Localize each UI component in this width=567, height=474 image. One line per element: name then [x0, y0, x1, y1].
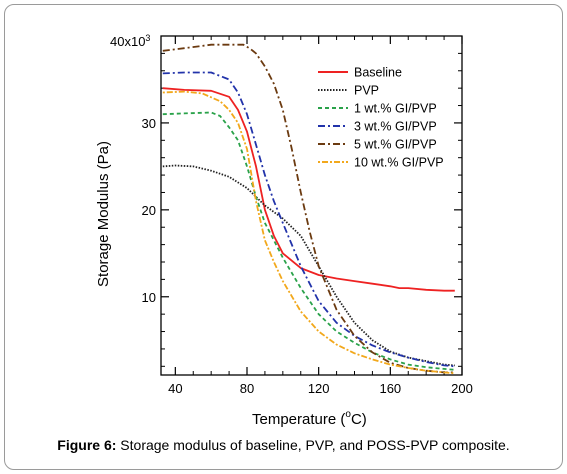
series-line: [162, 43, 455, 374]
caption-label: Figure 6:: [57, 437, 117, 453]
caption-text: Storage modulus of baseline, PVP, and PO…: [116, 437, 510, 453]
series-line: [162, 111, 455, 371]
legend: Baseline PVP 1 wt.% GI/PVP 3 wt.% GI/PVP 5 w…: [318, 66, 444, 170]
series-lines: [162, 43, 455, 375]
y-tick-label: 30: [142, 116, 156, 131]
plot-frame: [160, 35, 463, 376]
x-axis-label: Temperature (oC): [252, 409, 367, 428]
y-tick-label: 10: [142, 290, 156, 305]
series-line: [162, 71, 455, 368]
figure-frame: [4, 4, 563, 470]
figure-caption: Figure 6: Storage modulus of baseline, P…: [0, 437, 567, 453]
x-tick-label: 80: [240, 381, 254, 396]
series-line: [162, 90, 455, 375]
x-tick-label: 160: [379, 381, 401, 396]
y-axis-label: Storage Modulus (Pa): [95, 141, 112, 287]
y-top-tick-label: 40x103: [110, 33, 150, 49]
legend-entry: 1 wt.% GI/PVP: [354, 102, 437, 116]
legend-entry: 10 wt.% GI/PVP: [354, 156, 444, 170]
legend-entry: Baseline: [354, 66, 402, 80]
x-tick-label: 40: [168, 381, 182, 396]
x-tick-label: 120: [308, 381, 330, 396]
axes: 40 80 120 160 200 10 20 30: [142, 35, 473, 396]
x-tick-label: 200: [451, 381, 473, 396]
y-tick-label: 20: [142, 203, 156, 218]
legend-entry: 5 wt.% GI/PVP: [354, 138, 437, 152]
legend-entry: PVP: [354, 84, 379, 98]
series-line: [162, 164, 455, 367]
legend-entry: 3 wt.% GI/PVP: [354, 120, 437, 134]
